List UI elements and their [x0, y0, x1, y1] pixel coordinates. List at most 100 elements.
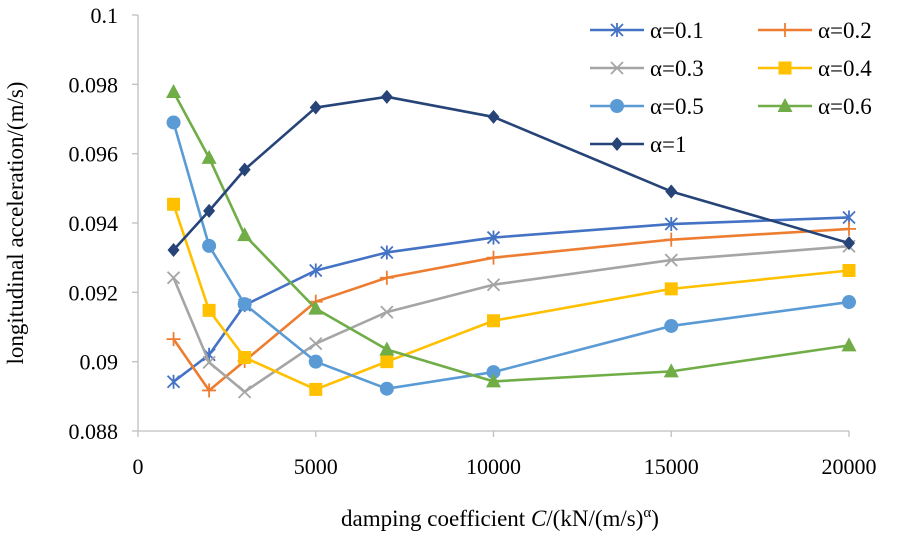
data-point — [202, 383, 217, 398]
series-6 — [166, 83, 857, 388]
x-axis-title-close: ) — [651, 506, 659, 531]
data-point — [202, 303, 216, 317]
data-point — [664, 232, 679, 247]
series-2 — [166, 221, 856, 398]
data-point — [238, 162, 251, 177]
legend-marker — [777, 98, 793, 112]
x-tick-label: 10000 — [466, 454, 521, 479]
y-tick-label: 0.094 — [69, 211, 119, 236]
legend-label: α=0.4 — [818, 56, 872, 81]
data-point — [167, 243, 180, 258]
series-line — [172, 203, 850, 391]
data-point — [664, 217, 678, 232]
series-line — [172, 95, 850, 251]
data-point — [487, 314, 500, 328]
data-point — [664, 253, 678, 267]
y-tick-label: 0.092 — [69, 280, 119, 305]
x-axis-title-variable: C — [531, 506, 547, 531]
series-line — [172, 216, 850, 383]
series-5 — [166, 115, 856, 396]
data-point — [663, 363, 679, 378]
data-point — [166, 271, 181, 285]
data-point — [843, 236, 855, 251]
legend-marker — [610, 99, 624, 113]
data-point — [238, 351, 252, 365]
legend-marker — [610, 23, 624, 37]
x-axis-title: damping coefficient C/(kN/(m/s)α) — [341, 505, 659, 531]
data-point — [665, 184, 678, 199]
data-point — [167, 197, 181, 211]
x-axis-title-pre: damping coefficient — [341, 506, 531, 531]
data-point — [842, 263, 856, 277]
series-line — [172, 227, 850, 392]
data-point — [486, 373, 501, 388]
data-point — [309, 100, 322, 115]
data-point — [380, 355, 394, 369]
data-point — [166, 115, 181, 130]
data-point — [309, 337, 323, 351]
series-line — [172, 91, 850, 383]
data-point — [841, 337, 857, 352]
legend-label: α=0.3 — [650, 56, 704, 81]
data-point — [238, 385, 252, 399]
legend-marker — [778, 23, 792, 37]
legend-item: α=0.4 — [758, 56, 872, 81]
data-point — [166, 83, 182, 98]
data-point — [166, 332, 181, 347]
data-point — [308, 300, 324, 315]
data-point — [487, 109, 500, 124]
series-layer — [166, 83, 857, 399]
x-tick-label: 0 — [133, 454, 144, 479]
legend-item: α=0.2 — [758, 18, 872, 43]
data-point — [309, 263, 323, 278]
data-point — [486, 230, 501, 245]
data-point — [842, 221, 856, 236]
data-point — [202, 355, 216, 369]
legend-label: α=0.2 — [818, 18, 872, 43]
data-point — [380, 305, 394, 319]
y-tick-label: 0.09 — [80, 350, 119, 375]
data-point — [664, 318, 679, 333]
data-point — [380, 245, 394, 260]
legend-item: α=0.3 — [590, 56, 704, 81]
y-tick-label: 0.088 — [69, 419, 119, 444]
legend-marker — [611, 137, 623, 151]
data-point — [201, 149, 217, 164]
legend-label: α=1 — [650, 132, 687, 157]
data-point — [486, 250, 501, 265]
data-point — [166, 374, 181, 389]
data-point — [380, 89, 393, 104]
data-point — [664, 282, 678, 296]
data-point — [842, 295, 856, 310]
x-axis-title-unit: /(kN/(m/s) — [546, 506, 643, 531]
data-point — [203, 203, 216, 218]
x-tick-label: 5000 — [294, 454, 338, 479]
data-point — [308, 354, 323, 369]
y-axis-title: longitudinal acceleration/(m/s) — [3, 82, 28, 365]
x-axis-title-superscript: α — [643, 505, 651, 521]
data-point — [379, 381, 394, 396]
y-tick-label: 0.096 — [69, 142, 119, 167]
legend: α=0.1 α=0.2 α=0.3 α=0.4 α=0.5 α=0.6 α=1 — [590, 18, 872, 157]
legend-label: α=0.6 — [818, 94, 872, 119]
series-line — [172, 122, 850, 391]
y-tick-label: 0.1 — [91, 3, 119, 28]
data-point — [486, 365, 501, 380]
legend-item: α=0.5 — [590, 94, 704, 119]
data-point — [379, 270, 394, 285]
legend-item: α=1 — [590, 132, 687, 157]
series-7 — [167, 89, 855, 258]
series-1 — [166, 210, 856, 389]
axes: 0 5000 10000 15000 20000 0.088 0.09 0.092 0.094 0… — [69, 3, 877, 479]
x-tick-label: 20000 — [822, 454, 877, 479]
legend-item: α=0.6 — [758, 94, 872, 119]
legend-label: α=0.5 — [650, 94, 704, 119]
data-point — [237, 297, 252, 312]
legend-label: α=0.1 — [650, 18, 704, 43]
data-point — [309, 382, 323, 396]
data-point — [379, 341, 395, 356]
y-tick-label: 0.098 — [69, 72, 119, 97]
data-point — [486, 278, 501, 292]
legend-marker — [778, 61, 792, 75]
